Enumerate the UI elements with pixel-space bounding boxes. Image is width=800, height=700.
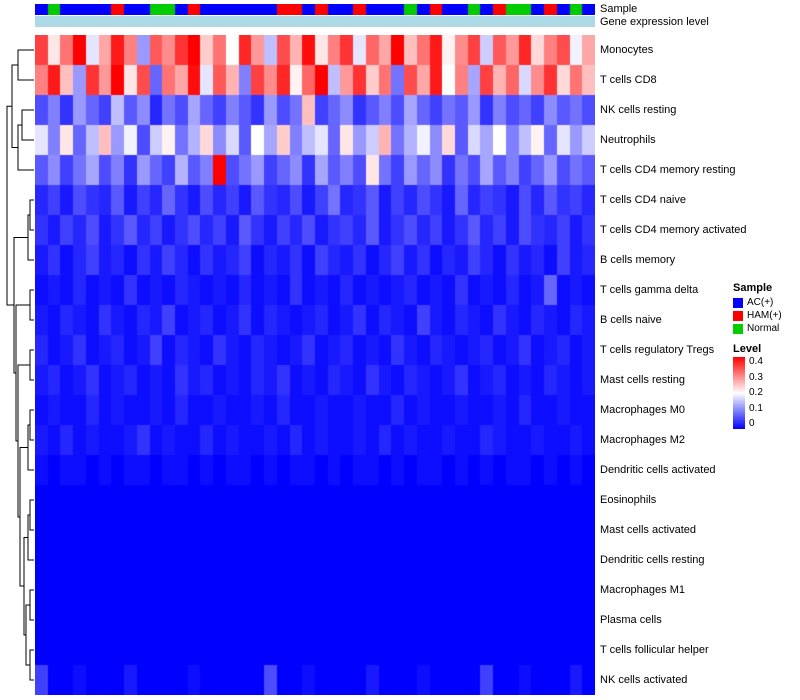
row-label: T cells CD4 memory resting	[600, 164, 736, 176]
row-label: Macrophages M2	[600, 434, 685, 446]
row-label: B cells memory	[600, 254, 676, 266]
legend-sample-item: Normal	[733, 322, 799, 335]
legend-level: 0.4 0.3 0.2 0.1 0	[733, 357, 799, 429]
annotation-label-sample: Sample	[600, 3, 638, 15]
row-label: Dendritic cells activated	[600, 464, 716, 476]
row-label: Macrophages M0	[600, 404, 685, 416]
level-tick-label: 0.4	[749, 356, 763, 367]
legend: Sample AC(+) HAM(+) Normal Level 0.4 0.3 0.2…	[733, 282, 799, 429]
level-tick-labels: 0.4 0.3 0.2 0.1 0	[749, 357, 763, 429]
row-label: NK cells resting	[600, 104, 677, 116]
level-gradient-bar	[733, 357, 745, 429]
legend-item-label: HAM(+)	[747, 310, 782, 321]
row-label: Mast cells resting	[600, 374, 685, 386]
row-dendrogram	[6, 49, 34, 681]
annotation-label-gene-expression: Gene expression level	[600, 16, 709, 28]
legend-item-label: AC(+)	[747, 297, 774, 308]
row-label: Macrophages M1	[600, 584, 685, 596]
gene-expression-annotation-bar	[35, 16, 595, 27]
row-label: T cells CD4 memory activated	[600, 224, 747, 236]
legend-sample-item: AC(+)	[733, 296, 799, 309]
legend-sample-item: HAM(+)	[733, 309, 799, 322]
row-label: Eosinophils	[600, 494, 657, 506]
legend-sample-title: Sample	[733, 282, 773, 294]
row-label: T cells CD4 naive	[600, 194, 686, 206]
row-label: T cells gamma delta	[600, 284, 699, 296]
row-label: Monocytes	[600, 44, 654, 56]
row-label: Mast cells activated	[600, 524, 696, 536]
level-tick-label: 0.2	[749, 387, 763, 398]
row-label: T cells CD8	[600, 74, 657, 86]
legend-sample-items: AC(+) HAM(+) Normal	[733, 296, 799, 335]
legend-color-swatch	[733, 310, 743, 321]
heatmap-canvas	[35, 35, 595, 695]
row-label: Plasma cells	[600, 614, 662, 626]
row-label: B cells naive	[600, 314, 662, 326]
level-tick-label: 0	[749, 418, 755, 429]
row-label: NK cells activated	[600, 674, 688, 686]
row-label: T cells follicular helper	[600, 644, 709, 656]
row-label: Neutrophils	[600, 134, 656, 146]
sample-annotation-bar	[35, 4, 595, 15]
row-label: T cells regulatory Tregs	[600, 344, 715, 356]
legend-color-swatch	[733, 297, 743, 308]
level-tick-label: 0.1	[749, 402, 763, 414]
level-tick-label: 0.3	[749, 371, 763, 383]
legend-color-swatch	[733, 323, 743, 334]
legend-level-title: Level	[733, 343, 762, 355]
row-label: Dendritic cells resting	[600, 554, 705, 566]
row-labels: Monocytes T cells CD8 NK cells resting Neut…	[600, 35, 796, 695]
legend-item-label: Normal	[747, 323, 780, 334]
